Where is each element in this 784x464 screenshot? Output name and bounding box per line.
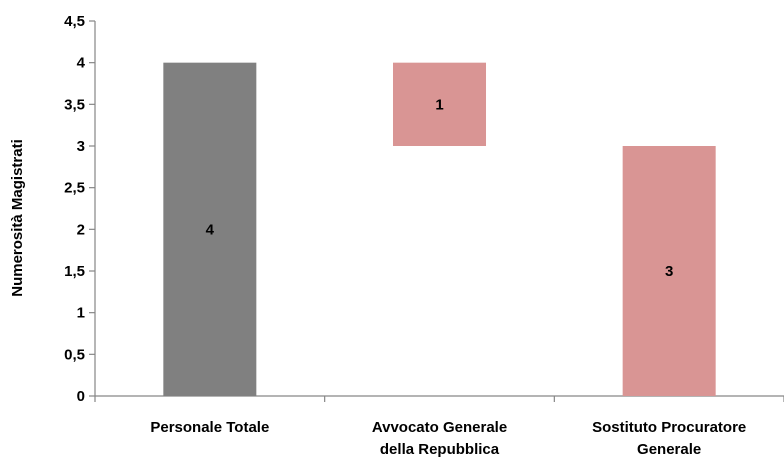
y-tick-label: 1,5 — [64, 263, 85, 280]
y-axis: 0 0,5 1 1,5 2 2,5 3 3,5 4 4,5 — [64, 13, 96, 405]
category-label: Sostituto Procuratore — [592, 419, 746, 436]
category-label: Generale — [637, 441, 701, 458]
data-label: 3 — [665, 263, 673, 280]
y-tick-label: 4 — [77, 55, 86, 72]
y-tick-label: 3 — [77, 138, 85, 155]
y-tick-label: 0 — [77, 388, 85, 405]
y-tick-label: 2 — [77, 221, 85, 238]
data-label: 4 — [206, 221, 215, 238]
y-tick-label: 0,5 — [64, 346, 85, 363]
category-label: della Repubblica — [380, 441, 500, 458]
bar — [392, 62, 487, 146]
category-label: Avvocato Generale — [372, 419, 507, 436]
category-labels: Personale Totale Avvocato Generale della R… — [150, 419, 746, 458]
data-labels: 4 1 3 — [206, 96, 674, 280]
y-tick-label: 4,5 — [64, 13, 85, 30]
y-tick-label: 2,5 — [64, 180, 85, 197]
data-label: 1 — [435, 96, 443, 113]
y-tick-label: 1 — [77, 305, 85, 322]
y-axis-title: Numerosità Magistrati — [9, 139, 26, 297]
category-label: Personale Totale — [150, 419, 269, 436]
bar — [622, 146, 716, 396]
bars — [163, 62, 716, 397]
y-tick-label: 3,5 — [64, 96, 85, 113]
bar — [163, 62, 257, 397]
x-axis — [94, 395, 784, 402]
y-axis-title-group: Numerosità Magistrati — [9, 139, 26, 297]
